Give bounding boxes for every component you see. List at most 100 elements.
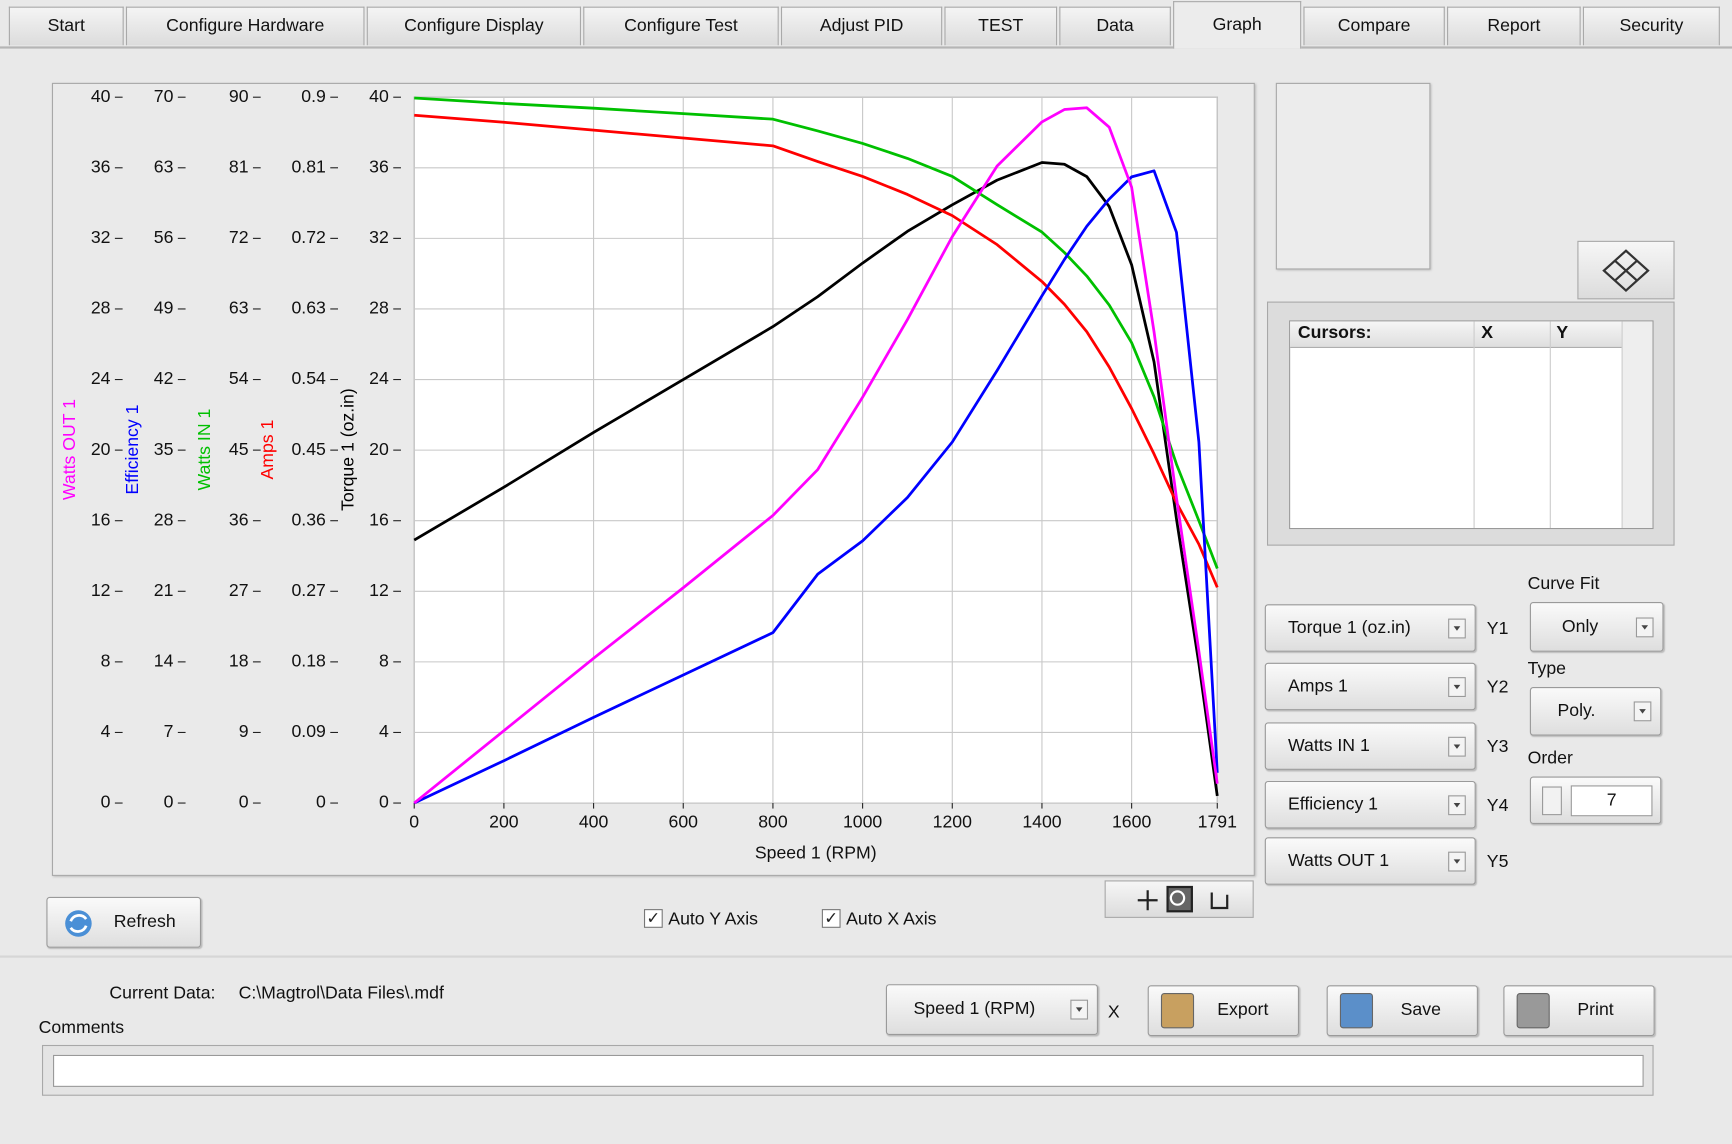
curve-fit-dropdown[interactable]: Only: [1529, 602, 1664, 652]
y-axis-title: Efficiency 1: [122, 405, 142, 495]
y-selector[interactable]: Watts IN 1: [1264, 722, 1476, 770]
tab[interactable]: Security: [1582, 6, 1720, 46]
y-tick-label: 35: [154, 439, 174, 459]
y-tick-label: 20: [91, 439, 111, 459]
comments-input[interactable]: [53, 1054, 1644, 1087]
tab[interactable]: Configure Test: [583, 6, 779, 46]
y-selector[interactable]: Efficiency 1: [1264, 780, 1476, 829]
type-value: Poly.: [1557, 701, 1596, 721]
tab[interactable]: Graph: [1173, 1, 1302, 49]
tab[interactable]: Report: [1447, 6, 1581, 46]
x-tick-label: 1400: [1022, 811, 1061, 831]
series-line: [413, 169, 1219, 805]
y-tick-label: 16: [91, 509, 111, 529]
comments-frame: [41, 1044, 1654, 1096]
y-selector[interactable]: Torque 1 (oz.in): [1264, 604, 1476, 652]
checkbox[interactable]: ✓: [821, 909, 841, 928]
tab[interactable]: Data: [1059, 6, 1171, 46]
x-selector[interactable]: Speed 1 (RPM): [885, 984, 1098, 1036]
y-tick-label: 0.45: [291, 439, 326, 459]
series-line: [413, 161, 1219, 797]
y-selector-value: Watts OUT 1: [1287, 851, 1390, 870]
x-tick-label: 1791: [1198, 811, 1237, 831]
type-dropdown[interactable]: Poly.: [1529, 687, 1662, 736]
dropdown-arrow: [1448, 618, 1466, 638]
y-tick-label: 7: [164, 721, 174, 741]
y-tick-label: 56: [154, 227, 174, 247]
tab[interactable]: TEST: [944, 6, 1058, 46]
y-tick-label: 32: [369, 227, 389, 247]
checkbox[interactable]: ✓: [643, 909, 663, 928]
dropdown-arrow: [1448, 736, 1466, 757]
navigator-icon: [1602, 249, 1650, 292]
y-tick-label: 24: [369, 368, 389, 388]
y-tick-label: 0.54: [291, 368, 326, 388]
y-tick-label: 0: [101, 792, 111, 812]
y-tick-label: 4: [379, 721, 389, 741]
tab[interactable]: Adjust PID: [780, 6, 943, 46]
refresh-button[interactable]: Refresh: [46, 896, 202, 948]
y-tick-label: 36: [91, 156, 111, 176]
curve-fit-label: Curve Fit: [1527, 574, 1600, 594]
y-tick-label: 0: [164, 792, 174, 812]
y-tick-label: 27: [229, 580, 249, 600]
x-tick-label: 400: [579, 811, 609, 831]
order-spinner[interactable]: [1542, 786, 1562, 816]
y-tick-label: 8: [379, 651, 389, 671]
y-tick-label: 4: [101, 721, 111, 741]
tab[interactable]: Configure Hardware: [125, 6, 365, 46]
y-tick-label: 0.27: [291, 580, 325, 600]
button-icon: [1516, 993, 1550, 1029]
button-icon: [1339, 993, 1374, 1029]
x-tick-label: 200: [489, 811, 519, 831]
y-tick-label: 49: [154, 298, 174, 318]
dropdown-arrow: [1448, 676, 1466, 697]
y-tick-label: 0: [316, 792, 326, 812]
y-tick-label: 0: [239, 792, 249, 812]
dropdown-arrow: [1070, 999, 1089, 1020]
curve-fit-value: Only: [1561, 616, 1599, 636]
cursor-header: [1290, 321, 1622, 348]
dropdown-arrow: [1448, 794, 1466, 815]
y-tick-label: 40: [369, 86, 389, 106]
y-selector-value: Amps 1: [1287, 676, 1348, 696]
tab[interactable]: Configure Display: [366, 6, 582, 46]
column-divider: [1549, 321, 1551, 528]
x-tick-label: 0: [409, 811, 419, 831]
current-data-label: Current Data:: [109, 984, 216, 1003]
y-tick-label: 42: [154, 368, 174, 388]
tool-icons: [1137, 885, 1229, 913]
y-tick-label: 81: [229, 156, 249, 176]
y-tick-label: 8: [101, 651, 111, 671]
series-line: [414, 96, 1219, 570]
cursor-panel: Cursors: X Y: [1266, 301, 1675, 546]
dropdown-arrow: [1635, 616, 1654, 637]
column-divider: [1473, 321, 1475, 528]
y-axis-title: Torque 1 (oz.in): [337, 388, 357, 511]
y-tick-label: 36: [229, 509, 249, 529]
scrollbar[interactable]: [1621, 321, 1653, 528]
current-data-path: C:\Magtrol\Data Files\.mdf: [238, 984, 444, 1003]
graph-navigator[interactable]: [1577, 240, 1675, 300]
y-axis-title: Watts OUT 1: [59, 399, 79, 500]
comments-label: Comments: [38, 1018, 125, 1038]
y-selector[interactable]: Watts OUT 1: [1264, 837, 1476, 885]
series-line: [414, 113, 1219, 588]
tab[interactable]: Start: [8, 6, 124, 46]
y-tick-label: 54: [229, 368, 249, 388]
tab[interactable]: Compare: [1303, 6, 1445, 46]
y-selector[interactable]: Amps 1: [1264, 662, 1476, 711]
order-value[interactable]: 7: [1570, 785, 1653, 817]
type-label: Type: [1527, 659, 1566, 679]
y-axis-title: Watts IN 1: [194, 409, 214, 491]
separator: [0, 955, 1732, 958]
y-tick-label: 40: [91, 86, 111, 106]
y-tick-label: 63: [229, 298, 249, 318]
cursor-header-cell: X: [1481, 323, 1494, 343]
y-axis-title: Amps 1: [257, 420, 277, 480]
y-tick-label: 9: [239, 721, 249, 741]
series-line: [413, 106, 1219, 805]
y-tick-label: 16: [369, 509, 389, 529]
